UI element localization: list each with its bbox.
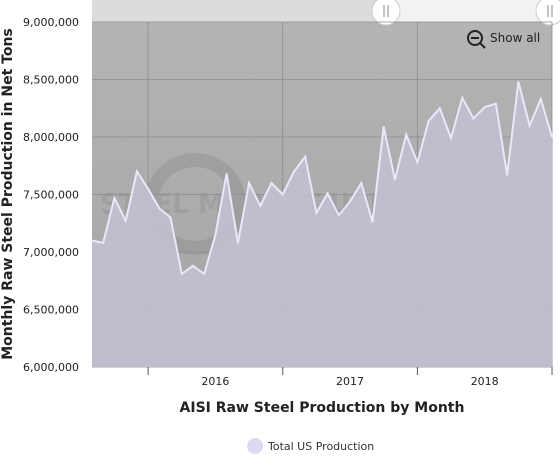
y-tick-label: 8,500,000 xyxy=(23,74,79,87)
data-point[interactable] xyxy=(158,207,161,210)
data-point[interactable] xyxy=(338,214,340,216)
data-point[interactable] xyxy=(225,173,228,175)
x-axis-ticks: 2016 2017 2018 xyxy=(147,367,553,388)
data-point[interactable] xyxy=(450,137,452,139)
legend-label: Total US Production xyxy=(267,440,374,453)
data-point[interactable] xyxy=(91,239,93,242)
x-tick-label: 2018 xyxy=(471,375,499,388)
y-tick-label: 7,500,000 xyxy=(23,189,79,202)
data-point[interactable] xyxy=(214,233,217,236)
data-point[interactable] xyxy=(270,182,273,184)
data-point[interactable] xyxy=(248,182,250,184)
data-point[interactable] xyxy=(382,125,385,128)
data-point[interactable] xyxy=(472,117,475,120)
data-point[interactable] xyxy=(304,155,306,158)
data-point[interactable] xyxy=(540,98,542,100)
data-point[interactable] xyxy=(349,200,351,203)
data-point[interactable] xyxy=(495,102,497,105)
data-point[interactable] xyxy=(124,220,127,222)
zoom-out-icon xyxy=(467,30,483,46)
data-point[interactable] xyxy=(147,187,149,190)
y-axis-ticks: 6,000,000 6,500,000 7,000,000 7,500,000 8,00… xyxy=(23,16,79,374)
data-point[interactable] xyxy=(237,242,239,244)
data-point[interactable] xyxy=(203,273,205,275)
y-tick-label: 8,000,000 xyxy=(23,131,79,144)
data-point[interactable] xyxy=(136,170,138,173)
series-points xyxy=(91,81,553,275)
navigator-selection[interactable] xyxy=(385,0,550,22)
data-point[interactable] xyxy=(483,106,486,108)
data-point[interactable] xyxy=(439,107,441,110)
y-tick-label: 7,000,000 xyxy=(23,246,79,259)
legend-marker xyxy=(247,438,263,454)
data-point[interactable] xyxy=(113,197,116,199)
data-point[interactable] xyxy=(461,97,464,99)
data-point[interactable] xyxy=(281,193,284,196)
data-point[interactable] xyxy=(180,273,183,275)
series-line-total-us-production xyxy=(91,81,553,276)
y-tick-label: 6,500,000 xyxy=(23,304,79,317)
data-point[interactable] xyxy=(326,192,329,195)
data-point[interactable] xyxy=(315,212,318,214)
data-point[interactable] xyxy=(427,120,430,122)
y-axis-title: Monthly Raw Steel Production in Net Tons xyxy=(0,28,16,360)
data-point[interactable] xyxy=(517,81,520,83)
data-point[interactable] xyxy=(551,136,553,138)
navigator-right-handle[interactable] xyxy=(535,0,560,26)
data-point[interactable] xyxy=(405,133,407,136)
navigator-left-handle[interactable] xyxy=(371,0,401,26)
data-point[interactable] xyxy=(259,205,262,207)
data-point[interactable] xyxy=(528,124,531,127)
data-point[interactable] xyxy=(360,182,363,184)
data-point[interactable] xyxy=(371,221,374,223)
show-all-button[interactable]: Show all xyxy=(467,30,540,49)
show-all-label: Show all xyxy=(490,31,540,45)
y-tick-label: 9,000,000 xyxy=(23,16,79,29)
data-point[interactable] xyxy=(394,178,396,181)
x-tick-label: 2017 xyxy=(336,375,364,388)
data-point[interactable] xyxy=(169,216,172,219)
data-point[interactable] xyxy=(506,174,508,176)
y-tick-label: 6,000,000 xyxy=(23,361,79,374)
data-point[interactable] xyxy=(293,170,295,173)
data-point[interactable] xyxy=(192,265,194,267)
legend-item-total-us-production[interactable]: Total US Production xyxy=(247,438,374,454)
x-axis-title: AISI Raw Steel Production by Month xyxy=(180,400,465,416)
x-tick-label: 2016 xyxy=(201,375,229,388)
data-point[interactable] xyxy=(102,242,105,244)
data-point[interactable] xyxy=(416,161,419,164)
series-area-total-us-production xyxy=(92,81,552,368)
